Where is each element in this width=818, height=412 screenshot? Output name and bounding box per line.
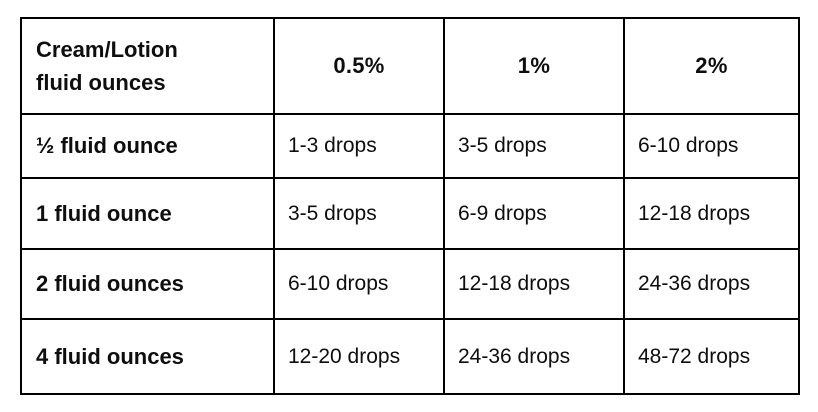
table-row: 2 fluid ounces 6-10 drops 12-18 drops 24… — [20, 248, 800, 320]
header-cell-fluid-ounces: Cream/Lotion fluid ounces — [20, 17, 275, 115]
dilution-table-container: Cream/Lotion fluid ounces 0.5% 1% 2% ½ f… — [20, 17, 800, 395]
value-cell: 3-5 drops — [443, 113, 625, 179]
value-cell: 1-3 drops — [273, 113, 445, 179]
value-cell: 12-18 drops — [623, 177, 800, 250]
header-label-line2: fluid ounces — [36, 70, 166, 95]
value-cell: 24-36 drops — [623, 248, 800, 320]
header-cell-1-percent: 1% — [443, 17, 625, 115]
header-label-line1: Cream/Lotion — [36, 37, 178, 62]
table-row: ½ fluid ounce 1-3 drops 3-5 drops 6-10 d… — [20, 113, 800, 179]
value-cell: 6-10 drops — [623, 113, 800, 179]
table-row: 1 fluid ounce 3-5 drops 6-9 drops 12-18 … — [20, 177, 800, 250]
header-cell-2-percent: 2% — [623, 17, 800, 115]
header-cell-0-5-percent: 0.5% — [273, 17, 445, 115]
row-label-1-fluid-ounce: 1 fluid ounce — [20, 177, 275, 250]
table-row: 4 fluid ounces 12-20 drops 24-36 drops 4… — [20, 318, 800, 395]
value-cell: 48-72 drops — [623, 318, 800, 395]
dilution-ratio-table: Cream/Lotion fluid ounces 0.5% 1% 2% ½ f… — [20, 17, 800, 395]
value-cell: 12-20 drops — [273, 318, 445, 395]
value-cell: 6-10 drops — [273, 248, 445, 320]
table-header-row: Cream/Lotion fluid ounces 0.5% 1% 2% — [20, 17, 800, 115]
row-label-4-fluid-ounces: 4 fluid ounces — [20, 318, 275, 395]
row-label-half-fluid-ounce: ½ fluid ounce — [20, 113, 275, 179]
value-cell: 24-36 drops — [443, 318, 625, 395]
row-label-2-fluid-ounces: 2 fluid ounces — [20, 248, 275, 320]
value-cell: 3-5 drops — [273, 177, 445, 250]
value-cell: 6-9 drops — [443, 177, 625, 250]
value-cell: 12-18 drops — [443, 248, 625, 320]
